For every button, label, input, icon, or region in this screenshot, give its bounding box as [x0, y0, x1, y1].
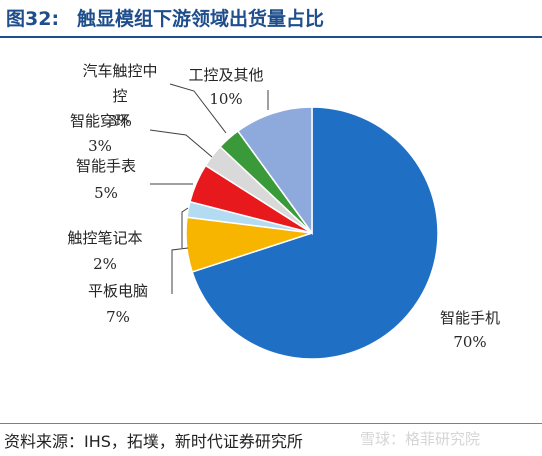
leader-line: [149, 129, 213, 158]
pie-slice: [191, 106, 439, 360]
slice-value-label: 2%: [93, 255, 117, 273]
slice-value-label: 5%: [94, 184, 118, 202]
slice-category-label: 汽车触控中: [82, 62, 157, 80]
slice-value-label: 3%: [88, 137, 112, 155]
figure-number: 图32:: [6, 8, 60, 30]
footer-rule: [0, 423, 542, 424]
pie-slices: [185, 106, 439, 360]
slice-labels: 智能手机70%平板电脑7%触控笔记本2%智能手表5%智能穿环3%汽车触控中控3%…: [67, 62, 500, 351]
leader-line: [181, 207, 189, 248]
leader-lines: [149, 83, 269, 294]
slice-category-label: 触控笔记本: [67, 229, 142, 247]
slice-value-label: 7%: [106, 308, 130, 326]
slice-value-label: 70%: [453, 333, 486, 351]
slice-category-label: 智能手机: [440, 309, 500, 327]
source-note: 资料来源：IHS，拓墣，新时代证券研究所: [4, 432, 303, 451]
figure-title: 图32: 触显模组下游领域出货量占比: [6, 4, 324, 31]
title-rule: [0, 36, 542, 38]
slice-value-label: 10%: [209, 90, 242, 108]
slice-category-label: 智能穿环: [70, 112, 130, 130]
slice-category-label: 控: [112, 87, 127, 105]
pie-slice: [236, 106, 313, 236]
leader-line: [171, 247, 189, 294]
slice-category-label: 工控及其他: [188, 66, 263, 84]
slice-value-label: 3%: [108, 112, 132, 130]
figure-title-text: 触显模组下游领域出货量占比: [77, 8, 325, 30]
watermark: 雪球：格菲研究院: [360, 430, 481, 448]
leader-line: [169, 83, 227, 134]
slice-category-label: 智能手表: [76, 157, 136, 175]
slice-category-label: 平板电脑: [88, 282, 148, 300]
